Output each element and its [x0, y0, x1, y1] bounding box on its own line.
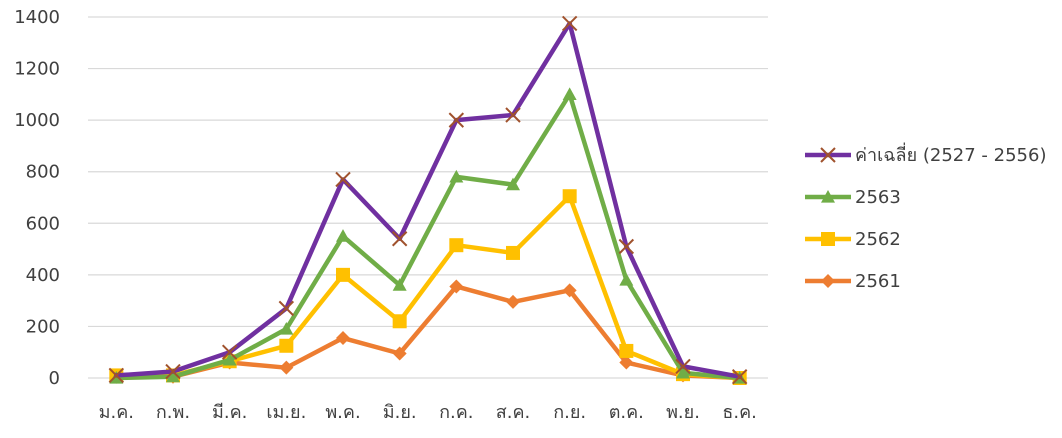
- series-line: [114, 21, 742, 379]
- data-point: [392, 314, 407, 329]
- data-point: [448, 112, 465, 128]
- data-point: [619, 273, 634, 286]
- x-tick-label: ก.ย.: [553, 402, 586, 423]
- data-point: [336, 229, 350, 242]
- data-point: [165, 363, 181, 380]
- legend-label: 2561: [855, 271, 901, 292]
- data-point: [392, 278, 407, 291]
- data-point: [279, 322, 294, 335]
- legend-item: 2563: [805, 187, 901, 208]
- x-tick-label: พ.ค.: [325, 402, 360, 423]
- legend-marker: [821, 190, 835, 203]
- data-point: [449, 279, 464, 294]
- data-point: [506, 294, 520, 309]
- data-point: [279, 360, 294, 375]
- data-point: [561, 15, 578, 32]
- data-point: [279, 338, 294, 353]
- y-tick-label: 600: [26, 213, 60, 234]
- series-0: [108, 15, 748, 385]
- data-point: [222, 352, 237, 366]
- data-point: [166, 369, 180, 383]
- gridlines: [88, 16, 768, 379]
- data-point: [618, 238, 635, 255]
- data-point: [391, 231, 408, 247]
- legend-marker: [821, 274, 835, 288]
- legend-marker: [821, 232, 835, 246]
- data-point: [676, 365, 690, 379]
- data-point: [335, 171, 351, 188]
- y-axis: 0 200 400 600 800 1000 1200 1400: [14, 7, 60, 389]
- x-tick-label: มิ.ย.: [383, 402, 417, 423]
- legend-item: ค่าเฉลี่ย (2527 - 2556): [805, 142, 1046, 166]
- y-tick-label: 1000: [14, 110, 60, 131]
- y-tick-label: 1400: [14, 7, 60, 28]
- legend-marker: [820, 147, 836, 163]
- data-point: [449, 169, 464, 183]
- data-point: [221, 344, 238, 360]
- data-point: [336, 331, 350, 346]
- data-point: [392, 346, 407, 361]
- y-tick-label: 0: [49, 368, 60, 389]
- y-tick-label: 800: [26, 162, 60, 183]
- legend-label: 2563: [855, 187, 901, 208]
- data-point: [278, 300, 295, 317]
- legend-label: 2562: [855, 229, 901, 250]
- x-tick-label: เม.ย.: [266, 402, 306, 423]
- data-point: [108, 367, 125, 384]
- data-point: [619, 355, 634, 370]
- data-point: [449, 238, 464, 253]
- legend-item: 2562: [805, 229, 901, 250]
- data-point: [336, 267, 350, 282]
- series-1: [109, 87, 747, 384]
- x-tick-label: ก.ค.: [439, 402, 473, 423]
- data-point: [506, 177, 520, 191]
- x-tick-label: พ.ย.: [666, 402, 700, 423]
- x-tick-label: ก.พ.: [156, 402, 190, 423]
- x-tick-label: ม.ค.: [99, 402, 134, 423]
- x-axis: ม.ค. ก.พ. มี.ค. เม.ย. พ.ค. มิ.ย. ก.ค. ส.ค. ก.ย. ต…: [99, 402, 757, 423]
- data-point: [562, 283, 577, 298]
- data-point: [562, 87, 577, 100]
- data-point: [505, 107, 521, 123]
- x-tick-label: ต.ค.: [609, 402, 644, 423]
- y-tick-label: 200: [26, 316, 60, 337]
- data-point: [675, 358, 691, 375]
- series-line: [114, 92, 742, 381]
- legend-label: ค่าเฉลี่ย (2527 - 2556): [855, 142, 1046, 166]
- series-2: [109, 189, 747, 385]
- data-point: [619, 343, 634, 358]
- data-point: [506, 245, 520, 260]
- x-tick-label: ธ.ค.: [722, 402, 756, 423]
- legend-item: 2561: [805, 271, 901, 292]
- y-tick-label: 1200: [14, 59, 60, 80]
- x-tick-label: ส.ค.: [496, 402, 530, 423]
- x-tick-label: มี.ค.: [212, 402, 247, 423]
- series-lines: [108, 15, 748, 385]
- data-point: [562, 189, 577, 204]
- y-tick-label: 400: [26, 265, 60, 286]
- legend: ค่าเฉลี่ย (2527 - 2556) 2563 2562 2561: [805, 142, 1046, 292]
- data-point: [731, 369, 748, 385]
